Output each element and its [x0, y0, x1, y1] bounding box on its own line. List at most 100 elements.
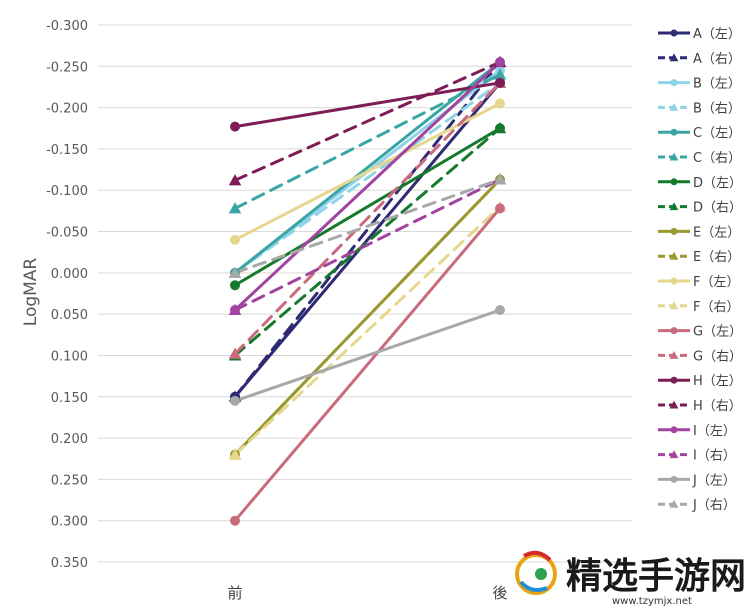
legend-item: C（右） [658, 151, 741, 166]
data-point [669, 499, 679, 508]
x-tick-label: 後 [492, 584, 507, 602]
data-point [669, 450, 679, 459]
series-line [233, 60, 502, 182]
series-line [233, 101, 502, 242]
data-point [230, 280, 240, 291]
legend-item: H（右） [658, 399, 742, 414]
data-point [230, 121, 240, 132]
y-tick-label: 0.200 [51, 432, 88, 447]
y-tick-label: 0.050 [51, 308, 88, 323]
watermark: 精选手游网 www.tzymjx.net [515, 550, 746, 607]
y-tick-label: -0.200 [46, 102, 88, 117]
data-point [493, 68, 507, 80]
data-point [495, 57, 505, 68]
series-line [233, 60, 502, 399]
legend-item: D（左） [658, 176, 742, 191]
y-tick-label: 0.150 [51, 391, 88, 406]
data-point [493, 173, 507, 185]
y-tick-label: 0.300 [51, 515, 88, 530]
data-point [495, 77, 505, 88]
legend-label: C（右） [693, 151, 741, 166]
data-point [228, 266, 242, 278]
series-line [233, 81, 502, 399]
data-point [670, 376, 678, 384]
legend-item: A（右） [658, 52, 741, 67]
data-point [669, 301, 679, 310]
legend-item: G（右） [658, 349, 742, 364]
data-point [669, 152, 679, 161]
legend-item: J（左） [658, 473, 736, 488]
y-tick-label: 0.000 [51, 267, 88, 282]
y-tick-label: -0.150 [46, 143, 88, 158]
legend-item: J（右） [658, 498, 736, 513]
legend-label: I（右） [693, 449, 736, 464]
legend-item: D（右） [658, 201, 742, 216]
series-line [233, 126, 502, 357]
legend-label: H（右） [693, 399, 742, 414]
legend-label: D（左） [693, 176, 742, 191]
data-point [669, 53, 679, 62]
legend-label: G（左） [693, 325, 742, 340]
data-point [669, 251, 679, 260]
data-point [670, 178, 678, 186]
legend-item: F（左） [658, 275, 739, 290]
legend-item: B（左） [658, 77, 741, 92]
data-point [669, 202, 679, 211]
data-point [228, 347, 242, 359]
data-point [228, 174, 242, 186]
legend-label: I（左） [693, 424, 736, 439]
data-point [670, 227, 678, 235]
legend-item: C（左） [658, 126, 741, 141]
legend: A（左） A（右） B（左） B（右） C（左） C（右） D（左） D（右） E（左） E（右）… [658, 27, 742, 513]
data-point [493, 122, 507, 134]
legend-item: H（左） [658, 374, 742, 389]
series-lines [233, 60, 502, 523]
series-line [233, 177, 502, 312]
legend-label: A（右） [693, 52, 741, 67]
series-line [233, 81, 502, 129]
legend-label: H（左） [693, 374, 742, 389]
series-line [233, 126, 502, 287]
series-line [233, 73, 502, 210]
data-point [495, 305, 505, 316]
legend-item: E（右） [658, 250, 740, 265]
legend-label: C（左） [693, 126, 741, 141]
series-line [233, 205, 502, 457]
legend-item: A（左） [658, 27, 741, 42]
legend-item: B（右） [658, 101, 741, 116]
data-point [228, 448, 242, 460]
data-point [670, 79, 678, 87]
watermark-logo-icon [515, 550, 557, 595]
legend-label: B（右） [693, 101, 741, 116]
data-point [670, 327, 678, 335]
data-point [228, 303, 242, 316]
data-point [670, 128, 678, 136]
y-tick-label: 0.250 [51, 473, 88, 488]
legend-label: F（左） [693, 275, 739, 290]
series-line [233, 81, 502, 275]
legend-label: F（右） [693, 300, 739, 315]
legend-label: B（左） [693, 77, 741, 92]
series-line [233, 60, 502, 312]
series-line [233, 206, 502, 523]
data-point [230, 515, 240, 526]
legend-item: F（右） [658, 300, 739, 315]
data-point [230, 234, 240, 245]
y-axis-ticks: -0.300 -0.250 -0.200 -0.150 -0.100 -0.050 0.00… [46, 19, 88, 571]
data-point [495, 203, 505, 214]
legend-label: A（左） [693, 27, 741, 42]
watermark-text: 精选手游网 [566, 556, 746, 597]
data-point [670, 29, 678, 37]
y-tick-label: -0.050 [46, 226, 88, 241]
data-point [669, 351, 679, 359]
data-point [670, 475, 678, 483]
series-line [233, 177, 502, 457]
legend-label: D（右） [693, 201, 742, 216]
watermark-url: www.tzymjx.net [612, 596, 692, 607]
data-point [228, 202, 242, 214]
series-line [233, 81, 502, 356]
data-point [669, 103, 679, 111]
legend-item: E（左） [658, 225, 740, 240]
legend-item: I（右） [658, 449, 736, 464]
